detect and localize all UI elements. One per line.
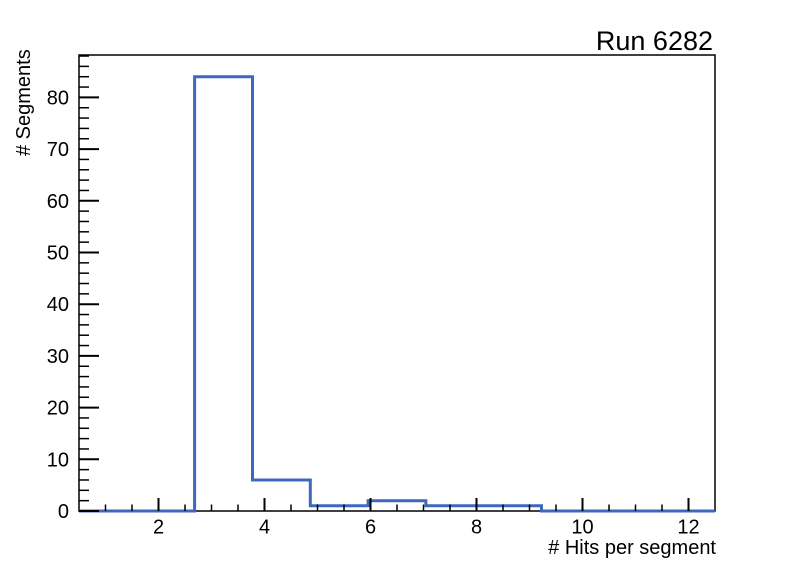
x-tick-label: 12 [677,517,699,539]
x-tick-label: 4 [259,517,270,539]
y-tick-label: 20 [47,398,69,420]
y-tick-label: 30 [47,346,69,368]
y-tick-label: 70 [47,139,69,161]
plot-title: Run 6282 [595,26,713,56]
y-tick-label: 50 [47,242,69,264]
y-axis-title: # Segments [13,49,35,156]
histogram-line [79,75,715,513]
plot-frame [78,54,716,512]
y-tick-label: 40 [47,294,69,316]
y-tick-label: 60 [47,191,69,213]
x-tick-label: 2 [153,517,164,539]
x-axis-title: # Hits per segment [548,537,716,559]
y-tick-label: 80 [47,87,69,109]
x-tick-label: 8 [471,517,482,539]
x-tick-label: 6 [365,517,376,539]
x-tick-label: 10 [571,517,593,539]
y-tick-label: 10 [47,449,69,471]
y-tick-label: 0 [58,501,69,523]
